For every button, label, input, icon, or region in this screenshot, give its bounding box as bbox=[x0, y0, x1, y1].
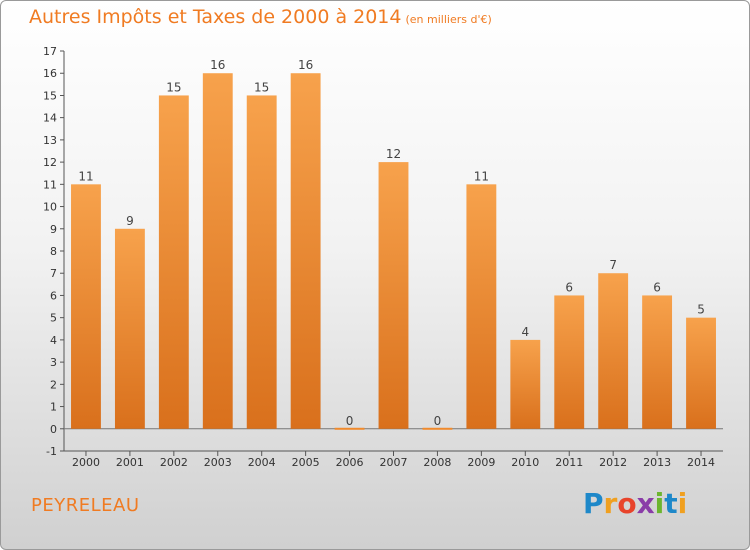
bar-value-label: 16 bbox=[298, 58, 313, 72]
x-tick-label: 2010 bbox=[511, 456, 539, 469]
logo-letter: t bbox=[664, 487, 678, 520]
bar-value-label: 12 bbox=[386, 147, 401, 161]
x-tick-label: 2009 bbox=[467, 456, 495, 469]
bar bbox=[290, 73, 321, 429]
y-tick-label: 13 bbox=[43, 134, 57, 147]
bar bbox=[686, 317, 716, 429]
bar-value-label: 0 bbox=[434, 414, 442, 428]
y-tick-label: 14 bbox=[43, 112, 57, 125]
bar bbox=[71, 184, 101, 429]
x-tick-label: 2004 bbox=[248, 456, 276, 469]
bar bbox=[246, 95, 277, 429]
chart-title-main: Autres Impôts et Taxes de 2000 à 2014 bbox=[29, 6, 402, 28]
bar bbox=[554, 295, 585, 429]
bar-value-label: 9 bbox=[126, 214, 134, 228]
bar bbox=[202, 73, 233, 429]
y-tick-label: 7 bbox=[50, 267, 57, 280]
bar bbox=[158, 95, 189, 429]
bar bbox=[114, 228, 145, 429]
x-tick-label: 2005 bbox=[292, 456, 320, 469]
x-tick-label: 2006 bbox=[336, 456, 364, 469]
y-tick-label: 5 bbox=[50, 312, 57, 325]
bar-value-label: 7 bbox=[609, 258, 617, 272]
x-tick-label: 2008 bbox=[423, 456, 451, 469]
bar-value-label: 15 bbox=[166, 80, 181, 94]
bar bbox=[598, 273, 629, 429]
bar bbox=[466, 184, 497, 429]
bar bbox=[642, 295, 673, 429]
proxiti-logo: Proxiti bbox=[583, 487, 687, 520]
bar-value-label: 15 bbox=[254, 80, 269, 94]
bar-value-label: 4 bbox=[521, 325, 529, 339]
y-tick-label: 15 bbox=[43, 89, 57, 102]
y-tick-label: 6 bbox=[50, 289, 57, 302]
y-tick-label: 1 bbox=[50, 401, 57, 414]
y-tick-label: 10 bbox=[43, 201, 57, 214]
bar-value-label: 6 bbox=[565, 280, 573, 294]
logo-letter: o bbox=[617, 487, 637, 520]
logo-letter: r bbox=[603, 487, 618, 520]
logo-letter: i bbox=[654, 487, 665, 520]
y-tick-label: 2 bbox=[50, 378, 57, 391]
bar bbox=[422, 427, 453, 430]
bar bbox=[378, 162, 409, 429]
y-tick-label: 0 bbox=[50, 423, 57, 436]
y-tick-label: -1 bbox=[46, 445, 57, 458]
logo-letter: P bbox=[583, 487, 604, 520]
y-tick-label: 4 bbox=[50, 334, 57, 347]
y-tick-label: 16 bbox=[43, 67, 57, 80]
logo-letter: i bbox=[677, 487, 688, 520]
x-tick-label: 2012 bbox=[599, 456, 627, 469]
commune-name: PEYRELEAU bbox=[31, 495, 140, 516]
x-tick-label: 2011 bbox=[555, 456, 583, 469]
y-tick-label: 8 bbox=[50, 245, 57, 258]
y-tick-label: 12 bbox=[43, 156, 57, 169]
bar-value-label: 16 bbox=[210, 58, 225, 72]
chart-title: Autres Impôts et Taxes de 2000 à 2014 (en… bbox=[29, 6, 492, 28]
x-tick-label: 2003 bbox=[204, 456, 232, 469]
y-tick-label: 3 bbox=[50, 356, 57, 369]
y-tick-label: 17 bbox=[43, 45, 57, 58]
y-tick-label: 9 bbox=[50, 223, 57, 236]
bar bbox=[510, 339, 541, 429]
x-tick-label: 2007 bbox=[380, 456, 408, 469]
bar-value-label: 11 bbox=[474, 169, 489, 183]
bar-value-label: 5 bbox=[697, 303, 705, 317]
logo-letter: x bbox=[636, 487, 655, 520]
y-tick-label: 11 bbox=[43, 178, 57, 191]
x-tick-label: 2013 bbox=[643, 456, 671, 469]
x-tick-label: 2000 bbox=[72, 456, 100, 469]
x-tick-label: 2014 bbox=[687, 456, 715, 469]
x-tick-label: 2002 bbox=[160, 456, 188, 469]
chart-title-unit: (en milliers d'€) bbox=[405, 13, 492, 26]
bar-value-label: 6 bbox=[653, 280, 661, 294]
x-tick-label: 2001 bbox=[116, 456, 144, 469]
bar bbox=[334, 427, 365, 430]
bar-value-label: 0 bbox=[346, 414, 354, 428]
bar-value-label: 11 bbox=[78, 169, 93, 183]
